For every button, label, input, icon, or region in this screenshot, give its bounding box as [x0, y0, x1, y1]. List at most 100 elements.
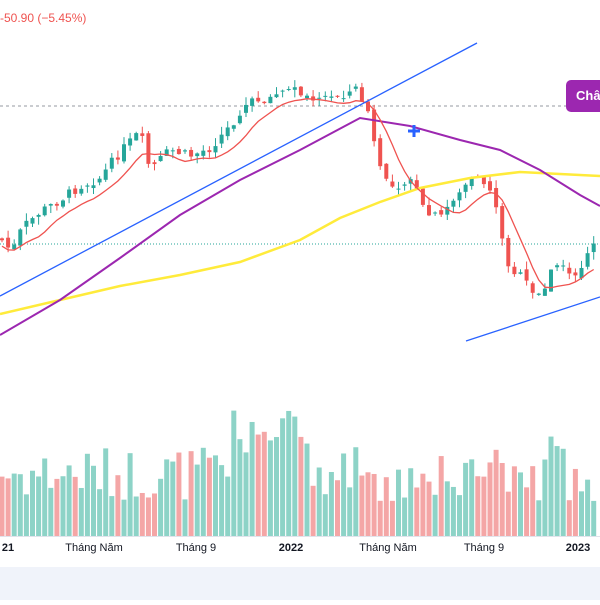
candle-body[interactable] — [48, 204, 53, 206]
candle-body[interactable] — [481, 175, 486, 185]
candle-body[interactable] — [372, 109, 377, 142]
candle-body[interactable] — [109, 157, 114, 169]
candle-body[interactable] — [414, 180, 419, 190]
candle-body[interactable] — [207, 150, 212, 153]
candle-body[interactable] — [353, 86, 358, 89]
candle-body[interactable] — [378, 138, 383, 167]
candle-body[interactable] — [18, 229, 23, 246]
candle-body[interactable] — [427, 205, 431, 216]
candle-body[interactable] — [158, 156, 163, 162]
candle-body[interactable] — [585, 253, 590, 267]
candle-body[interactable] — [274, 94, 279, 98]
candle-body[interactable] — [85, 185, 90, 187]
candle-body[interactable] — [225, 127, 230, 137]
candle-body[interactable] — [61, 200, 65, 207]
candle-body[interactable] — [231, 125, 236, 129]
candle-body[interactable] — [237, 115, 242, 124]
candlesticks[interactable] — [0, 80, 596, 299]
candle-body[interactable] — [469, 177, 474, 187]
candle-body[interactable] — [195, 153, 200, 157]
lower-trendline[interactable] — [465, 296, 600, 342]
candle-body[interactable] — [36, 214, 41, 217]
candle-body[interactable] — [30, 218, 35, 224]
candle-body[interactable] — [115, 157, 120, 160]
candle-body[interactable] — [122, 144, 126, 162]
candle-body[interactable] — [6, 237, 11, 248]
candle-body[interactable] — [103, 169, 108, 180]
candle-body[interactable] — [189, 149, 194, 157]
candle-body[interactable] — [146, 133, 151, 164]
candle-body[interactable] — [500, 206, 505, 239]
candle-body[interactable] — [536, 293, 541, 295]
candle-body[interactable] — [73, 188, 78, 194]
candle-body[interactable] — [335, 95, 340, 97]
candle-body[interactable] — [262, 101, 267, 104]
candle-body[interactable] — [420, 188, 425, 205]
candle-body[interactable] — [244, 104, 248, 113]
candle-body[interactable] — [268, 96, 273, 104]
candle-body[interactable] — [42, 206, 47, 216]
candle-body[interactable] — [79, 188, 84, 194]
candle-body[interactable] — [286, 89, 291, 91]
candle-body[interactable] — [134, 133, 139, 141]
candle-body[interactable] — [359, 87, 364, 102]
candle-body[interactable] — [298, 86, 303, 96]
candle-body[interactable] — [67, 189, 72, 198]
candle-body[interactable] — [54, 203, 59, 206]
candle-body[interactable] — [292, 87, 297, 90]
price-badge[interactable]: Châ — [566, 80, 600, 112]
candle-body[interactable] — [164, 149, 169, 156]
candle-body[interactable] — [91, 185, 96, 189]
candle-body[interactable] — [323, 95, 328, 97]
candle-body[interactable] — [366, 101, 370, 112]
time-axis[interactable]: 21 Tháng Năm Tháng 9 2022 Tháng Năm Thán… — [0, 536, 600, 567]
candle-body[interactable] — [341, 98, 346, 100]
candle-body[interactable] — [97, 178, 102, 183]
candle-body[interactable] — [439, 210, 444, 215]
candle-body[interactable] — [305, 95, 309, 99]
candle-body[interactable] — [250, 98, 255, 106]
candle-body[interactable] — [219, 134, 224, 144]
candle-body[interactable] — [579, 267, 584, 279]
candle-body[interactable] — [518, 272, 523, 274]
candle-body[interactable] — [549, 269, 553, 292]
candle-body[interactable] — [152, 162, 157, 165]
candle-body[interactable] — [457, 192, 462, 201]
candle-body[interactable] — [591, 243, 596, 253]
candle-body[interactable] — [402, 184, 407, 186]
candle-body[interactable] — [256, 97, 261, 102]
upper-trendline[interactable] — [0, 42, 478, 297]
candle-body[interactable] — [317, 97, 322, 99]
candle-body[interactable] — [512, 266, 517, 275]
candle-body[interactable] — [396, 188, 401, 190]
candle-body[interactable] — [329, 96, 334, 98]
candle-body[interactable] — [384, 163, 389, 179]
candle-body[interactable] — [390, 181, 395, 187]
candle-body[interactable] — [280, 90, 285, 92]
candle-body[interactable] — [183, 150, 187, 152]
candle-body[interactable] — [128, 138, 133, 146]
candle-body[interactable] — [530, 283, 535, 293]
candle-body[interactable] — [140, 133, 145, 136]
candle-body[interactable] — [524, 269, 529, 281]
candle-body[interactable] — [24, 220, 29, 227]
candle-body[interactable] — [0, 238, 4, 241]
candle-body[interactable] — [555, 265, 560, 268]
candle-body[interactable] — [506, 237, 511, 267]
candle-body[interactable] — [451, 200, 456, 207]
candle-body[interactable] — [176, 148, 181, 155]
cross-marker-icon[interactable] — [408, 125, 420, 137]
candle-body[interactable] — [445, 206, 450, 215]
candle-body[interactable] — [433, 212, 438, 214]
candle-body[interactable] — [463, 184, 468, 192]
candle-body[interactable] — [347, 91, 352, 96]
candle-body[interactable] — [311, 96, 316, 101]
candle-body[interactable] — [573, 272, 578, 276]
candle-body[interactable] — [494, 187, 499, 208]
candle-body[interactable] — [12, 244, 17, 250]
candle-body[interactable] — [561, 265, 566, 267]
candle-body[interactable] — [542, 288, 547, 296]
candle-body[interactable] — [201, 150, 206, 156]
